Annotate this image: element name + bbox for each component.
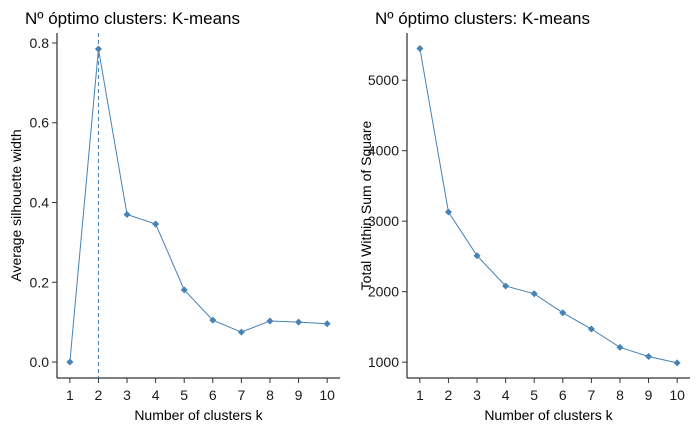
chart-panel-1: Nº óptimo clusters: K-means Average silho…: [8, 9, 340, 423]
x-tick-label: 7: [587, 387, 595, 403]
data-point: [587, 325, 595, 333]
y-tick-label: 3000: [368, 213, 399, 229]
x-tick-label: 10: [319, 387, 335, 403]
x-tick-label: 3: [473, 387, 481, 403]
data-point: [416, 45, 424, 53]
x-axis-title: Number of clusters k: [484, 407, 613, 423]
chart-title: Nº óptimo clusters: K-means: [375, 9, 590, 28]
y-tick-label: 2000: [368, 284, 399, 300]
y-axis-title: Average silhouette width: [8, 129, 24, 281]
x-tick-label: 9: [295, 387, 303, 403]
series-line: [69, 48, 328, 363]
data-point: [673, 359, 681, 367]
data-point: [123, 210, 131, 218]
y-axis-title: Total Within Sum of Square: [358, 120, 374, 290]
data-point: [616, 343, 624, 351]
data-point: [237, 328, 245, 336]
x-tick-label: 5: [180, 387, 188, 403]
x-tick-label: 1: [66, 387, 74, 403]
x-tick-label: 7: [237, 387, 245, 403]
data-point: [323, 320, 331, 328]
x-tick-label: 3: [123, 387, 131, 403]
y-tick-label: 4000: [368, 143, 399, 159]
x-tick-label: 8: [616, 387, 624, 403]
x-tick-label: 2: [445, 387, 453, 403]
x-tick-label: 4: [152, 387, 160, 403]
y-tick-label: 0.4: [30, 195, 50, 211]
data-point: [209, 316, 217, 324]
y-tick-label: 0.0: [30, 354, 50, 370]
y-tick-label: 0.2: [30, 274, 50, 290]
chart-title: Nº óptimo clusters: K-means: [25, 9, 240, 28]
y-tick-label: 0.8: [30, 35, 50, 51]
x-tick-label: 1: [416, 387, 424, 403]
data-point: [502, 282, 510, 290]
data-point: [66, 358, 74, 366]
data-point: [530, 290, 538, 298]
x-axis-title: Number of clusters k: [134, 407, 263, 423]
data-point: [266, 317, 274, 325]
x-tick-label: 4: [502, 387, 510, 403]
x-tick-label: 9: [645, 387, 653, 403]
y-tick-label: 1000: [368, 354, 399, 370]
data-point: [559, 309, 567, 317]
data-point: [295, 318, 303, 326]
x-tick-label: 2: [95, 387, 103, 403]
data-point: [152, 220, 160, 228]
data-point: [444, 208, 452, 216]
x-tick-label: 8: [266, 387, 274, 403]
chart-panel-2: Nº óptimo clusters: K-means Total Within …: [358, 9, 690, 423]
series-line: [419, 48, 678, 364]
data-point: [473, 252, 481, 260]
y-tick-label: 0.6: [30, 115, 50, 131]
data-point: [180, 286, 188, 294]
data-point: [645, 353, 653, 361]
y-tick-label: 5000: [368, 72, 399, 88]
data-point: [94, 45, 102, 53]
x-tick-label: 6: [209, 387, 217, 403]
x-tick-label: 10: [669, 387, 685, 403]
x-tick-label: 6: [559, 387, 567, 403]
x-tick-label: 5: [530, 387, 538, 403]
